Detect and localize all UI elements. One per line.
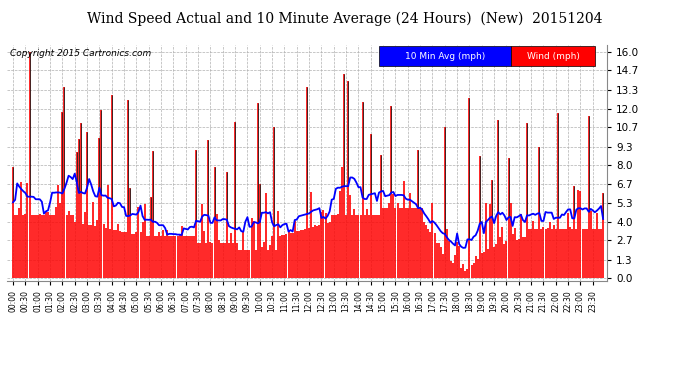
FancyBboxPatch shape	[379, 46, 511, 66]
Text: Wind (mph): Wind (mph)	[526, 52, 580, 61]
Text: Wind Speed Actual and 10 Minute Average (24 Hours)  (New)  20151204: Wind Speed Actual and 10 Minute Average …	[87, 11, 603, 26]
FancyBboxPatch shape	[511, 46, 595, 66]
Text: 10 Min Avg (mph): 10 Min Avg (mph)	[405, 52, 485, 61]
Text: Copyright 2015 Cartronics.com: Copyright 2015 Cartronics.com	[10, 48, 151, 57]
